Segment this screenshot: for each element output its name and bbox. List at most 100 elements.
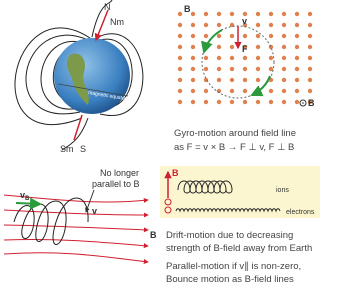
field-dot (295, 100, 299, 104)
field-dot (178, 67, 182, 71)
field-dot (178, 100, 182, 104)
field-dot (282, 12, 286, 16)
field-dot (269, 100, 273, 104)
field-dot (295, 56, 299, 60)
field-dot (243, 100, 247, 104)
field-dot (282, 56, 286, 60)
label: B (25, 196, 30, 202)
field-dot (217, 23, 221, 27)
caption: as F = v × B → F ⊥ v, F ⊥ B (174, 142, 294, 153)
label: electrons (286, 209, 315, 216)
field-dot (295, 34, 299, 38)
label: N (104, 2, 111, 12)
field-dot (308, 56, 312, 60)
label: B (184, 4, 191, 14)
field-dot (295, 89, 299, 93)
caption: Gyro-motion around field line (174, 128, 296, 139)
field-dot (204, 89, 208, 93)
field-dot (282, 89, 286, 93)
field-dot (282, 23, 286, 27)
field-dot (178, 23, 182, 27)
label: F (242, 44, 248, 54)
field-dot (256, 56, 260, 60)
field-dot (230, 89, 234, 93)
field-dot (230, 12, 234, 16)
field-dot (230, 67, 234, 71)
field-dot (282, 45, 286, 49)
field-dot (230, 45, 234, 49)
label: Nm (110, 17, 124, 27)
field-dot (204, 12, 208, 16)
field-dot (204, 100, 208, 104)
field-dot (256, 78, 260, 82)
field-dot (178, 56, 182, 60)
field-dot (282, 67, 286, 71)
field-dot (282, 100, 286, 104)
field-dot (295, 67, 299, 71)
field-dot (269, 12, 273, 16)
field-dot (191, 12, 195, 16)
field-dot (217, 78, 221, 82)
field-dot (191, 56, 195, 60)
field-dot (243, 34, 247, 38)
caption: Bounce motion as B-field lines (166, 274, 294, 285)
field-dot (217, 45, 221, 49)
field-dot (269, 89, 273, 93)
earth (54, 38, 130, 114)
field-dot (178, 89, 182, 93)
field-dot (217, 67, 221, 71)
field-dot (191, 45, 195, 49)
field-lines (4, 195, 148, 262)
field-dot (217, 34, 221, 38)
legend-symbol (302, 102, 304, 104)
field-dot (217, 12, 221, 16)
field-dot (204, 67, 208, 71)
field-dot (243, 56, 247, 60)
diagram: N Nm Sm S magnetic equator B v F B Gyro-… (0, 0, 337, 289)
field-dot (308, 78, 312, 82)
field-dot (256, 100, 260, 104)
field-dot (256, 23, 260, 27)
caption: Parallel-motion if v∥ is non-zero, (166, 261, 301, 272)
field-dot (204, 23, 208, 27)
field-dot (230, 100, 234, 104)
field-dot (217, 100, 221, 104)
field-dot (243, 67, 247, 71)
field-dot (243, 89, 247, 93)
field-dot (295, 78, 299, 82)
field-dot (308, 67, 312, 71)
field-dot (308, 12, 312, 16)
field-dot (191, 34, 195, 38)
helix (14, 198, 88, 245)
field-dot (269, 23, 273, 27)
label: B (150, 230, 157, 240)
field-dot (295, 23, 299, 27)
field-dot (308, 89, 312, 93)
field-dot (295, 12, 299, 16)
field-dot (256, 67, 260, 71)
field-dot (178, 34, 182, 38)
label: S (80, 144, 86, 154)
field-dot (243, 78, 247, 82)
field-dot (230, 34, 234, 38)
field-dot (191, 23, 195, 27)
field-dot (269, 56, 273, 60)
field-dot (191, 78, 195, 82)
field-dot (256, 45, 260, 49)
field-dot (191, 89, 195, 93)
field-dot (178, 45, 182, 49)
field-dot (191, 67, 195, 71)
label: Sm (60, 144, 74, 154)
field-dot (282, 34, 286, 38)
caption: strength of B-field away from Earth (166, 243, 312, 254)
velocity-arrow (16, 203, 40, 204)
field-dot (295, 45, 299, 49)
velocity-arrow (252, 76, 270, 95)
field-dot (191, 100, 195, 104)
field-dot (282, 78, 286, 82)
field-dot (256, 12, 260, 16)
field-dot (308, 34, 312, 38)
field-dot (204, 34, 208, 38)
field-dot (256, 34, 260, 38)
field-dot (230, 56, 234, 60)
